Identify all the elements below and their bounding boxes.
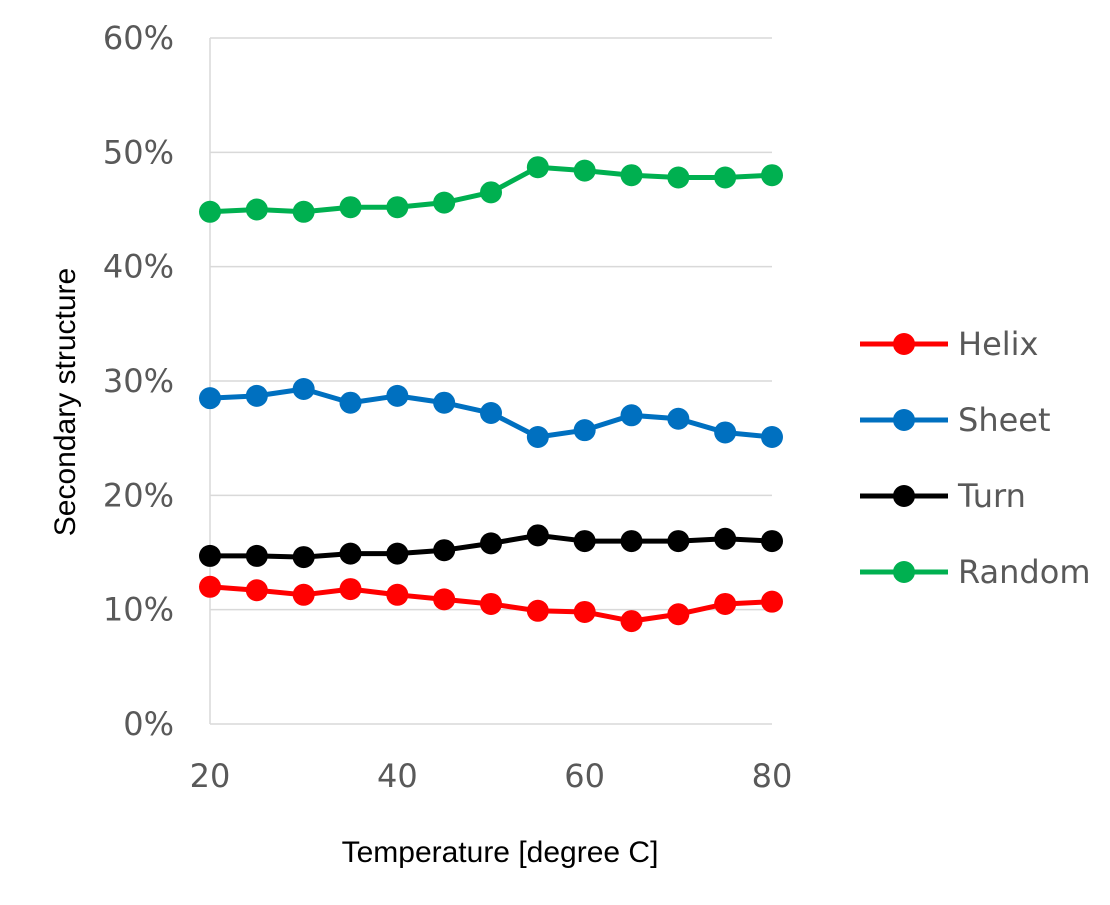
y-tick-label: 10% bbox=[103, 591, 174, 629]
helix-point bbox=[526, 599, 549, 622]
helix-point bbox=[245, 579, 268, 602]
turn-point bbox=[714, 527, 737, 550]
random-point bbox=[245, 198, 268, 221]
helix-point bbox=[433, 588, 456, 611]
legend-label: Helix bbox=[958, 325, 1038, 363]
turn-point bbox=[573, 530, 596, 553]
sheet-point bbox=[667, 407, 690, 430]
sheet-point bbox=[620, 404, 643, 427]
x-tick-label: 40 bbox=[377, 757, 418, 795]
turn-point bbox=[199, 544, 221, 567]
legend: Helix Sheet Turn Random bbox=[860, 325, 1090, 591]
legend-item-random: Random bbox=[860, 553, 1090, 591]
helix-point bbox=[480, 592, 502, 615]
x-tick-label: 20 bbox=[190, 757, 231, 795]
turn-point bbox=[667, 530, 690, 553]
sheet-point bbox=[761, 426, 783, 449]
helix-point bbox=[761, 590, 783, 613]
random-point bbox=[714, 166, 737, 189]
random-point bbox=[667, 166, 690, 189]
legend-item-helix: Helix bbox=[860, 325, 1038, 363]
y-tick-label: 30% bbox=[103, 362, 174, 400]
sheet-point bbox=[292, 378, 315, 401]
x-tick-labels: 20 40 60 80 bbox=[190, 757, 793, 795]
random-point bbox=[199, 200, 221, 223]
sheet-point bbox=[433, 391, 456, 414]
helix-point bbox=[714, 592, 737, 615]
helix-point bbox=[620, 610, 643, 633]
legend-label: Sheet bbox=[958, 401, 1051, 439]
turn-point bbox=[480, 532, 502, 555]
legend-item-turn: Turn bbox=[860, 477, 1026, 515]
legend-swatch-marker bbox=[893, 485, 915, 507]
helix-point bbox=[667, 603, 690, 626]
sheet-point bbox=[526, 426, 549, 449]
turn-point bbox=[620, 530, 643, 553]
legend-label: Random bbox=[958, 553, 1090, 591]
sheet-point bbox=[339, 391, 362, 414]
random-point bbox=[292, 200, 315, 223]
sheet-point bbox=[480, 402, 502, 425]
legend-swatch-marker bbox=[893, 561, 915, 583]
gridlines bbox=[209, 37, 772, 724]
helix-point bbox=[386, 583, 409, 606]
helix-point bbox=[573, 600, 596, 623]
legend-label: Turn bbox=[957, 477, 1026, 515]
x-tick-label: 60 bbox=[564, 757, 605, 795]
sheet-point bbox=[714, 421, 737, 444]
series-lines bbox=[199, 156, 783, 633]
y-tick-label: 20% bbox=[103, 476, 174, 514]
random-point bbox=[339, 196, 362, 219]
turn-point bbox=[292, 546, 315, 569]
y-tick-label: 50% bbox=[103, 133, 174, 171]
x-axis-title: Temperature [degree C] bbox=[342, 836, 659, 869]
turn-point bbox=[761, 530, 783, 553]
turn-point bbox=[245, 544, 268, 567]
turn-point bbox=[339, 542, 362, 565]
legend-swatch-marker bbox=[893, 333, 915, 355]
turn-point bbox=[433, 539, 456, 562]
turn-point bbox=[386, 542, 409, 565]
sheet-point bbox=[199, 387, 221, 410]
helix-point bbox=[339, 578, 362, 601]
random-point bbox=[573, 159, 596, 182]
series-helix bbox=[199, 575, 783, 633]
series-turn bbox=[199, 524, 783, 569]
turn-point bbox=[526, 524, 549, 547]
series-random bbox=[199, 156, 783, 223]
sheet-point bbox=[573, 419, 596, 442]
sheet-point bbox=[386, 384, 409, 407]
random-point bbox=[761, 164, 783, 187]
helix-point bbox=[292, 583, 315, 606]
random-point bbox=[480, 181, 502, 204]
random-point bbox=[526, 156, 549, 179]
random-point bbox=[433, 191, 456, 214]
y-tick-label: 60% bbox=[103, 19, 174, 57]
y-tick-label: 0% bbox=[123, 705, 174, 743]
y-tick-label: 40% bbox=[103, 248, 174, 286]
y-axis-title: Secondary structure bbox=[49, 268, 82, 536]
series-sheet bbox=[199, 378, 783, 449]
helix-point bbox=[199, 575, 221, 598]
x-tick-label: 80 bbox=[752, 757, 793, 795]
legend-swatch-marker bbox=[893, 409, 915, 431]
random-point bbox=[386, 196, 409, 219]
y-tick-labels: 0% 10% 20% 30% 40% 50% 60% bbox=[103, 19, 174, 743]
sheet-point bbox=[245, 384, 268, 407]
random-point bbox=[620, 164, 643, 187]
legend-item-sheet: Sheet bbox=[860, 401, 1051, 439]
